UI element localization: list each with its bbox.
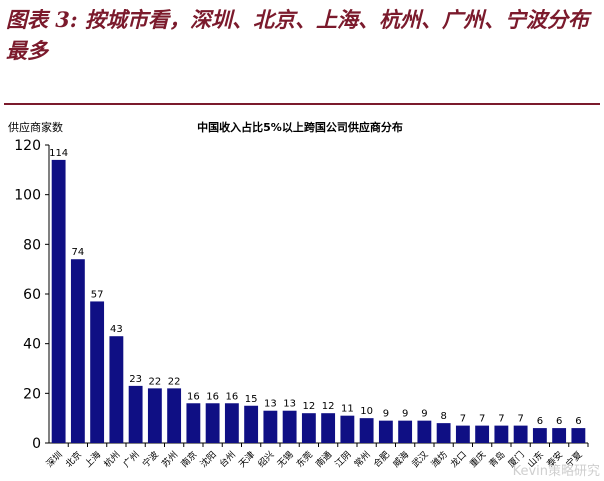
x-tick-label: 天津: [237, 449, 258, 470]
data-label: 16: [226, 391, 239, 402]
data-label: 10: [360, 406, 373, 417]
data-label: 12: [303, 401, 316, 412]
data-label: 22: [168, 376, 181, 387]
y-tick-label: 40: [23, 337, 41, 353]
x-tick-label: 青岛: [486, 449, 507, 470]
bar: [51, 159, 66, 443]
y-tick-label: 20: [23, 386, 41, 402]
data-label: 16: [187, 391, 200, 402]
x-tick-label: 沈阳: [198, 449, 219, 470]
x-tick-label: 潍坊: [429, 449, 450, 470]
data-label: 13: [264, 399, 277, 410]
y-tick-label: 120: [14, 138, 41, 154]
y-tick-labels: 0 20 40 60 80 100 120: [14, 138, 41, 452]
data-label: 7: [479, 414, 485, 425]
data-label: 6: [556, 416, 562, 427]
bar: [301, 413, 316, 443]
bar: [109, 336, 124, 443]
bar: [128, 385, 143, 443]
bar: [244, 405, 259, 443]
bar: [282, 410, 297, 443]
data-label: 43: [110, 324, 123, 335]
data-label: 8: [440, 411, 446, 422]
x-tick-label: 合肥: [371, 449, 392, 470]
bar: [571, 428, 586, 443]
bar: [417, 420, 432, 443]
data-label: 7: [460, 414, 466, 425]
watermark: Kevin策略研究: [512, 464, 600, 479]
x-tick-label: 台州: [217, 449, 238, 470]
x-tick-label: 广州: [121, 449, 142, 470]
bar: [147, 388, 162, 443]
title-rule: [4, 103, 600, 105]
x-tick-label: 武汉: [409, 449, 430, 470]
bar: [167, 388, 182, 443]
data-label: 15: [245, 394, 258, 405]
bar: [359, 418, 374, 443]
bar: [70, 259, 85, 443]
data-labels: 114 74 57 43 23 22 22 16 16 16 15 13 13 12 12 11 10 9 9 9 8 7…: [49, 148, 581, 427]
bar: [552, 428, 567, 443]
data-label: 6: [575, 416, 581, 427]
x-tick-label: 苏州: [159, 449, 180, 470]
x-tick-label: 无锡: [275, 449, 296, 470]
x-tick-label: 龙口: [448, 449, 469, 470]
x-tick-label: 南京: [178, 449, 199, 470]
y-tick-label: 100: [14, 188, 41, 204]
x-tick-label: 常州: [352, 449, 373, 470]
data-label: 9: [383, 409, 389, 420]
chart-title: 中国收入占比5%以上跨国公司供应商分布: [197, 120, 403, 134]
bars: [51, 159, 586, 443]
x-tick-label: 江阴: [333, 449, 354, 470]
bar: [513, 425, 528, 443]
data-label: 114: [49, 148, 68, 159]
data-label: 9: [402, 409, 408, 420]
data-label: 57: [91, 289, 104, 300]
data-label: 11: [341, 404, 354, 415]
x-tick-label: 南通: [313, 449, 334, 470]
bar: [494, 425, 509, 443]
data-label: 22: [149, 376, 162, 387]
data-label: 23: [129, 374, 142, 385]
data-label: 7: [517, 414, 523, 425]
x-tick-label: 东莞: [294, 449, 315, 470]
x-tick-labels: 深圳 北京 上海 杭州 广州 宁波 苏州 南京 沈阳 台州 天津 绍兴 无锡 东莞 南通 江阴 常州 合肥 威海 武汉…: [44, 449, 584, 470]
bar: [398, 420, 413, 443]
bar: [224, 403, 239, 443]
bar: [436, 423, 451, 443]
bar: [340, 415, 355, 443]
x-tick-label: 威海: [390, 449, 411, 470]
bar: [532, 428, 547, 443]
y-axis-label: 供应商家数: [8, 120, 63, 134]
x-tick-label: 绍兴: [255, 449, 276, 470]
bar: [186, 403, 201, 443]
bar: [321, 413, 336, 443]
x-tick-label: 重庆: [467, 449, 488, 470]
y-tick-label: 80: [23, 237, 41, 253]
x-tick-label: 北京: [63, 449, 84, 470]
data-label: 16: [206, 391, 219, 402]
y-tick-label: 60: [23, 287, 41, 303]
bar: [455, 425, 470, 443]
y-tick-label: 0: [32, 436, 41, 452]
bar: [475, 425, 490, 443]
data-label: 12: [322, 401, 335, 412]
x-tick-label: 杭州: [101, 449, 122, 470]
bar: [378, 420, 393, 443]
data-label: 6: [537, 416, 543, 427]
x-tick-label: 宁波: [140, 449, 161, 470]
bar: [205, 403, 220, 443]
bar: [263, 410, 278, 443]
axes: [45, 144, 589, 447]
data-label: 74: [72, 247, 85, 258]
bar: [90, 301, 105, 443]
figure-title: 图表 3: 按城市看，深圳、北京、上海、杭州、广州、宁波分布最多: [6, 7, 589, 63]
data-label: 9: [421, 409, 427, 420]
data-label: 7: [498, 414, 504, 425]
x-tick-label: 上海: [82, 449, 103, 470]
data-label: 13: [283, 399, 296, 410]
x-tick-label: 深圳: [44, 449, 65, 470]
